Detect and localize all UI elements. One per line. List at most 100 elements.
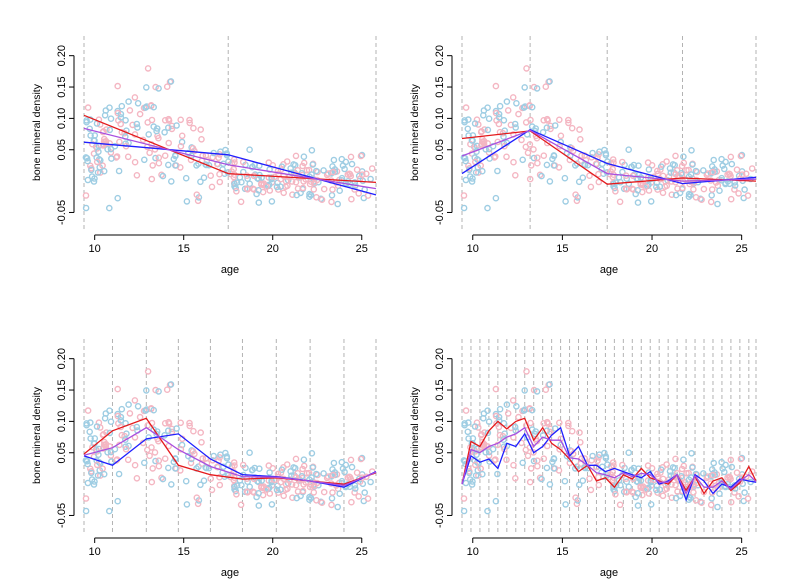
data-point — [208, 183, 216, 191]
data-point — [129, 121, 136, 129]
data-point — [536, 474, 544, 482]
data-point — [495, 413, 503, 421]
data-point — [568, 427, 576, 435]
data-point — [577, 438, 584, 446]
x-tick-label: 20 — [646, 546, 658, 558]
data-point — [460, 495, 468, 502]
data-point — [530, 449, 537, 456]
data-point — [565, 116, 572, 124]
data-point — [619, 461, 626, 469]
data-point — [648, 161, 656, 169]
data-point — [300, 178, 307, 185]
data-point — [565, 422, 572, 430]
data-point — [300, 481, 307, 488]
data-point — [106, 204, 113, 212]
data-point — [485, 418, 493, 426]
data-point — [587, 183, 595, 191]
data-point — [144, 119, 151, 126]
data-point — [299, 487, 307, 495]
data-point — [207, 475, 214, 483]
data-point — [209, 456, 216, 464]
data-point — [351, 489, 358, 496]
data-point — [101, 438, 108, 446]
data-point — [491, 153, 499, 160]
data-point — [648, 464, 656, 472]
data-point — [99, 142, 107, 149]
data-point — [82, 457, 90, 464]
data-point — [689, 464, 696, 471]
data-point — [299, 162, 306, 170]
data-point — [165, 139, 172, 147]
red-fit-line — [83, 114, 377, 184]
data-point — [200, 477, 208, 485]
data-point — [299, 465, 306, 473]
data-point — [578, 152, 585, 159]
data-point — [246, 146, 253, 153]
data-point — [495, 110, 503, 118]
data-point — [329, 168, 337, 176]
data-point — [152, 457, 159, 465]
data-point — [565, 419, 572, 427]
data-point — [500, 436, 507, 444]
data-point — [572, 465, 579, 472]
data-point — [688, 449, 695, 457]
data-point — [357, 152, 365, 160]
data-point — [136, 413, 144, 421]
data-point — [615, 477, 623, 484]
data-point — [161, 117, 169, 124]
data-point — [534, 159, 541, 167]
data-point — [741, 489, 748, 496]
data-point — [189, 144, 197, 152]
data-point — [494, 470, 501, 478]
data-point — [579, 477, 587, 485]
data-point — [540, 117, 548, 124]
data-point — [144, 368, 152, 375]
data-point — [84, 479, 92, 487]
data-point — [612, 490, 619, 498]
purple-fit-line — [461, 129, 757, 182]
data-point — [496, 405, 504, 413]
data-point — [341, 165, 348, 173]
data-point — [148, 478, 156, 486]
data-point — [738, 454, 746, 462]
x-axis-label: age — [600, 264, 618, 276]
x-axis-label: age — [221, 567, 239, 579]
data-point — [522, 119, 530, 126]
data-point — [492, 412, 500, 420]
data-point — [87, 419, 94, 426]
data-point — [146, 452, 153, 460]
data-point — [114, 82, 121, 90]
data-point — [523, 65, 530, 72]
data-point — [348, 160, 356, 168]
data-point — [347, 153, 355, 161]
data-point — [231, 159, 238, 166]
data-point — [367, 478, 374, 486]
data-point — [515, 110, 522, 118]
data-point — [131, 94, 139, 101]
data-point — [131, 397, 139, 404]
data-point — [83, 420, 90, 427]
data-point — [177, 142, 185, 150]
y-tick-label: 0.15 — [56, 379, 68, 400]
data-point — [347, 456, 355, 464]
data-point — [237, 198, 245, 206]
data-point — [277, 469, 285, 477]
data-point — [249, 466, 256, 474]
x-tick-label: 20 — [646, 243, 658, 255]
data-point — [719, 465, 727, 472]
data-point — [538, 172, 545, 180]
data-point — [339, 162, 347, 169]
data-point — [106, 407, 113, 415]
data-point — [707, 501, 715, 509]
data-point — [471, 154, 479, 161]
data-point — [581, 464, 588, 471]
data-point — [309, 464, 317, 471]
data-point — [190, 427, 197, 435]
data-point — [719, 162, 727, 169]
data-point — [503, 153, 510, 161]
data-point — [568, 144, 576, 152]
data-point — [527, 465, 535, 472]
x-tick-label: 25 — [356, 546, 368, 558]
data-point — [544, 420, 552, 427]
data-point — [193, 191, 201, 198]
